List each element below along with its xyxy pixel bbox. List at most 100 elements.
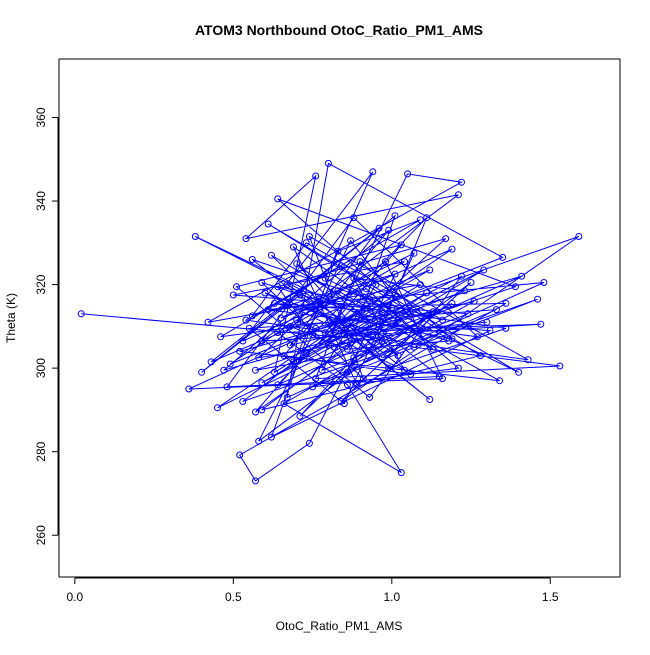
- data-point: [518, 272, 526, 280]
- data-point: [385, 226, 393, 234]
- data-point: [483, 318, 491, 326]
- data-point: [343, 381, 351, 389]
- data-point: [353, 310, 361, 318]
- y-tick-label: 260: [34, 525, 48, 545]
- data-point: [540, 279, 548, 286]
- data-point: [337, 262, 345, 270]
- data-point: [404, 170, 412, 178]
- data-point: [473, 333, 481, 341]
- data-point: [388, 304, 396, 312]
- data-point: [226, 360, 234, 368]
- data-point: [350, 274, 358, 282]
- y-axis: 260 280 300 320 340 360: [34, 107, 59, 545]
- data-point: [426, 396, 434, 403]
- data-point: [191, 233, 199, 240]
- data-point: [293, 316, 301, 324]
- data-point: [312, 375, 320, 383]
- data-point: [448, 299, 456, 307]
- data-point: [280, 352, 288, 360]
- data-point: [305, 233, 313, 240]
- data-point: [416, 327, 424, 334]
- data-point: [454, 364, 462, 372]
- data-point: [537, 320, 545, 328]
- y-tick-label: 280: [34, 441, 48, 461]
- data-point: [350, 214, 358, 222]
- data-point: [239, 398, 247, 405]
- data-point: [204, 318, 212, 326]
- data-point: [375, 224, 383, 232]
- data-point: [312, 324, 320, 332]
- data-point: [236, 451, 244, 459]
- y-tick-label: 300: [34, 358, 48, 378]
- data-point: [236, 347, 244, 355]
- data-point: [575, 233, 583, 240]
- data-point: [524, 356, 532, 364]
- data-point: [334, 247, 342, 255]
- data-point: [321, 274, 329, 282]
- data-point: [283, 393, 291, 401]
- series-layer: [77, 159, 583, 485]
- data-point: [404, 308, 412, 316]
- data-point: [492, 306, 500, 314]
- data-point: [252, 477, 259, 485]
- data-point: [448, 335, 456, 343]
- data-point: [382, 258, 389, 266]
- data-point: [375, 320, 383, 328]
- data-point: [252, 408, 259, 416]
- data-point: [233, 283, 240, 291]
- data-point: [359, 375, 367, 383]
- data-point: [477, 352, 484, 360]
- data-point: [252, 366, 259, 374]
- data-point: [353, 381, 361, 389]
- data-point: [401, 366, 408, 374]
- data-point: [280, 400, 288, 408]
- data-point: [305, 439, 313, 447]
- data-point: [274, 195, 282, 203]
- data-point: [271, 368, 278, 376]
- data-point: [502, 299, 510, 307]
- data-point: [356, 258, 364, 266]
- data-point: [290, 358, 297, 366]
- data-point: [499, 253, 507, 261]
- data-point: [258, 406, 266, 414]
- data-point: [318, 366, 326, 374]
- data-point: [416, 216, 424, 224]
- data-point: [343, 368, 351, 376]
- data-point: [296, 412, 304, 420]
- data-point: [343, 345, 351, 353]
- data-point: [334, 287, 342, 295]
- data-point: [502, 324, 510, 332]
- data-point: [397, 469, 405, 477]
- data-point: [214, 404, 221, 412]
- data-point: [312, 172, 320, 180]
- data-point: [207, 358, 215, 366]
- y-tick-label: 340: [34, 191, 48, 211]
- data-point: [423, 214, 431, 222]
- data-point: [458, 272, 465, 280]
- data-point: [369, 168, 377, 176]
- data-point: [255, 354, 263, 362]
- data-point: [277, 314, 285, 322]
- data-point: [454, 191, 462, 199]
- chart-title: ATOM3 Northbound OtoC_Ratio_PM1_AMS: [195, 22, 483, 38]
- x-axis-label: OtoC_Ratio_PM1_AMS: [276, 619, 403, 633]
- data-point: [385, 364, 393, 372]
- data-point: [391, 212, 399, 220]
- data-point: [242, 235, 250, 243]
- data-point: [77, 310, 85, 318]
- data-point: [448, 245, 456, 253]
- data-point: [350, 354, 358, 362]
- data-point: [372, 281, 380, 289]
- plot-frame: [58, 58, 621, 578]
- x-tick-label: 1.5: [542, 590, 559, 604]
- series-line: [81, 162, 580, 482]
- data-point: [340, 331, 348, 339]
- data-point: [331, 343, 339, 351]
- data-point: [299, 304, 307, 312]
- data-point: [359, 293, 367, 301]
- data-point: [198, 368, 206, 376]
- data-point: [416, 281, 424, 289]
- data-point: [429, 345, 437, 353]
- data-point: [378, 308, 386, 316]
